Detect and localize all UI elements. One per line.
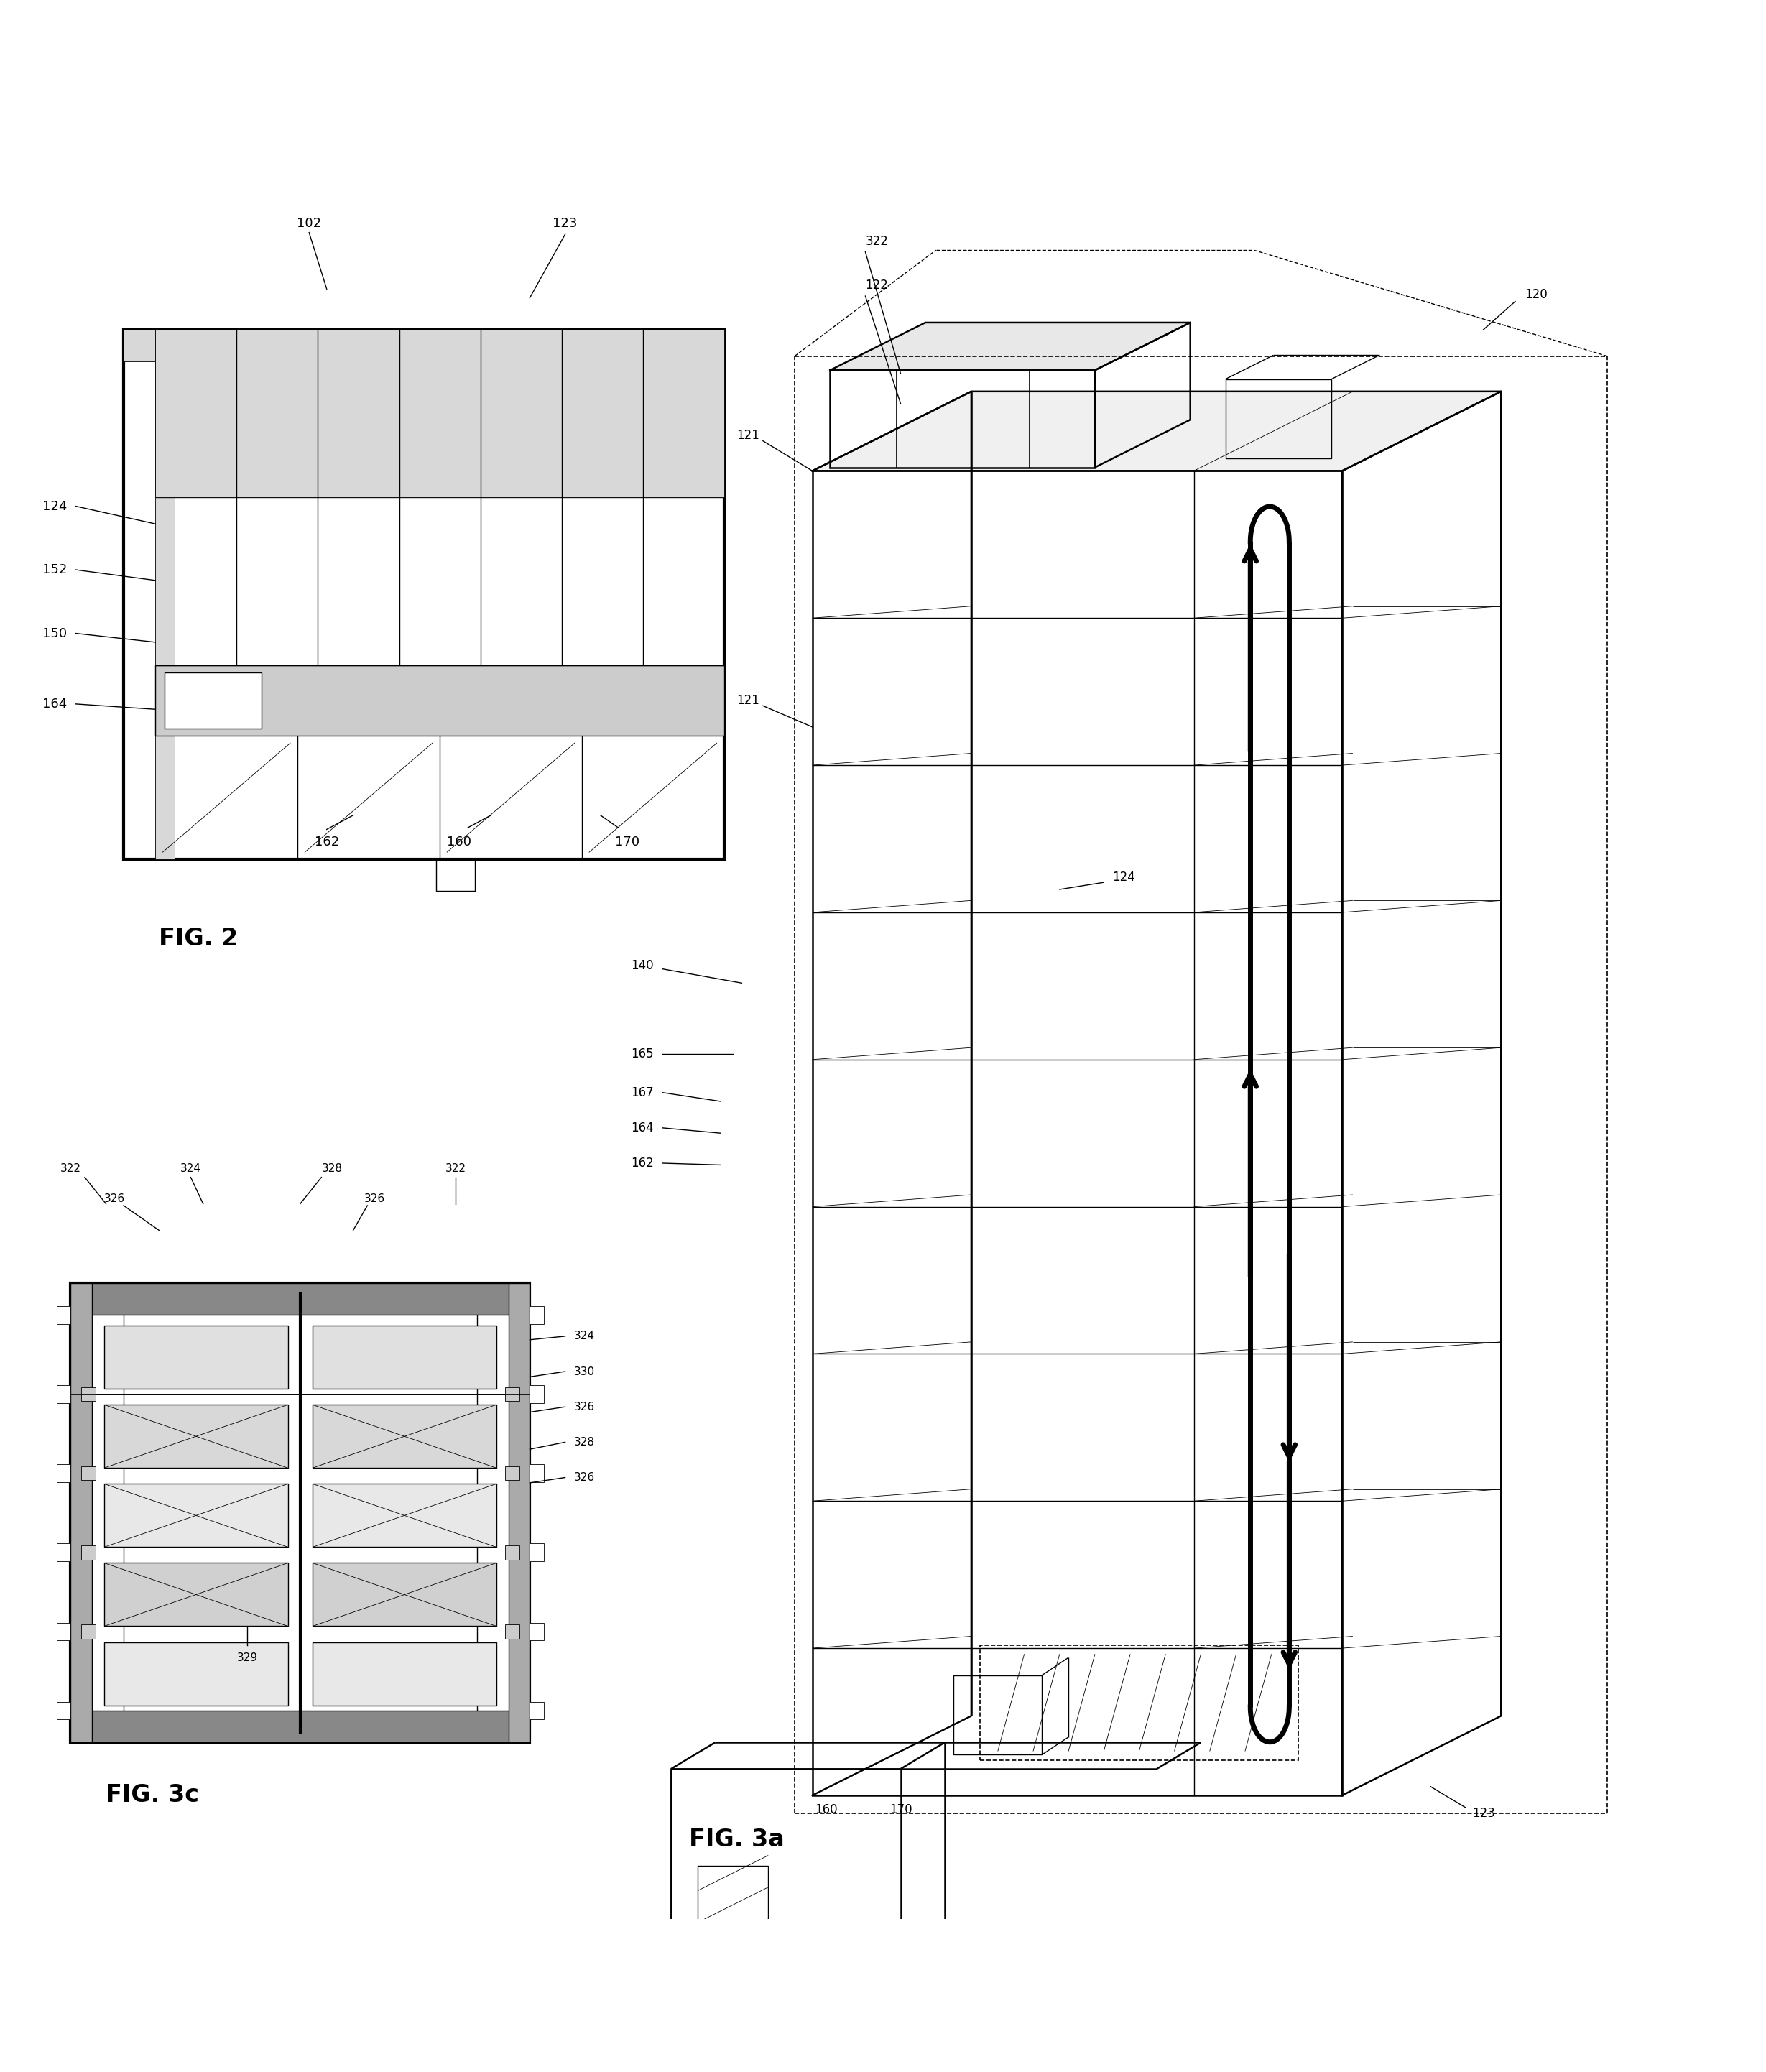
- Text: 170: 170: [890, 1803, 911, 1815]
- Bar: [57, 1701, 71, 1720]
- Text: 322: 322: [865, 234, 888, 249]
- Bar: [505, 1546, 519, 1560]
- Text: 121: 121: [736, 694, 759, 707]
- Text: 152: 152: [42, 564, 67, 576]
- Text: 160: 160: [816, 1803, 837, 1815]
- Text: 170: 170: [615, 835, 639, 847]
- Text: 322: 322: [60, 1162, 81, 1175]
- Text: 121: 121: [736, 429, 759, 441]
- Bar: [954, 1676, 1042, 1755]
- Text: 326: 326: [104, 1193, 125, 1204]
- Text: 167: 167: [630, 1086, 653, 1098]
- Bar: [81, 1624, 95, 1639]
- Bar: [164, 671, 261, 729]
- Text: 140: 140: [630, 959, 653, 972]
- Bar: [57, 1386, 71, 1403]
- Bar: [57, 1465, 71, 1481]
- Bar: [812, 470, 1342, 1794]
- Bar: [155, 329, 175, 860]
- Bar: [980, 1645, 1298, 1759]
- Text: 164: 164: [42, 698, 67, 711]
- Text: 162: 162: [630, 1156, 653, 1169]
- Bar: [155, 329, 724, 497]
- Polygon shape: [812, 392, 1501, 470]
- Text: 165: 165: [630, 1046, 653, 1061]
- Text: 164: 164: [630, 1121, 653, 1133]
- Text: 329: 329: [237, 1651, 258, 1664]
- Bar: [505, 1467, 519, 1479]
- Text: 324: 324: [574, 1330, 595, 1341]
- Text: 330: 330: [574, 1365, 595, 1378]
- Bar: [530, 1386, 544, 1403]
- Bar: [830, 371, 1095, 468]
- Bar: [124, 329, 724, 361]
- Text: 324: 324: [180, 1162, 201, 1175]
- Bar: [1226, 379, 1332, 458]
- Bar: [313, 1484, 496, 1548]
- Bar: [81, 1546, 95, 1560]
- Bar: [530, 1701, 544, 1720]
- Polygon shape: [830, 323, 1190, 371]
- Bar: [57, 1544, 71, 1560]
- Text: 326: 326: [364, 1193, 385, 1204]
- Bar: [57, 1305, 71, 1324]
- Bar: [81, 1386, 95, 1401]
- Text: FIG. 2: FIG. 2: [159, 926, 238, 951]
- Text: 120: 120: [1526, 288, 1547, 300]
- Bar: [505, 1624, 519, 1639]
- Text: 124: 124: [42, 499, 67, 512]
- Text: FIG. 3a: FIG. 3a: [689, 1828, 784, 1852]
- Text: 124: 124: [1113, 870, 1136, 883]
- Text: 326: 326: [574, 1401, 595, 1413]
- Bar: [313, 1326, 496, 1388]
- Text: FIG. 3c: FIG. 3c: [106, 1784, 200, 1807]
- Bar: [530, 1544, 544, 1560]
- Bar: [81, 1467, 95, 1479]
- Bar: [436, 860, 475, 891]
- Bar: [71, 1711, 530, 1743]
- Text: 328: 328: [321, 1162, 343, 1175]
- Bar: [313, 1643, 496, 1705]
- Bar: [698, 1867, 768, 1954]
- Bar: [71, 1283, 530, 1743]
- Bar: [505, 1386, 519, 1401]
- Bar: [530, 1622, 544, 1641]
- Bar: [530, 1305, 544, 1324]
- Bar: [671, 1769, 901, 2016]
- Bar: [57, 1622, 71, 1641]
- Text: 162: 162: [314, 835, 339, 847]
- Text: 123: 123: [553, 218, 577, 230]
- Bar: [104, 1643, 288, 1705]
- Bar: [530, 1465, 544, 1481]
- Bar: [313, 1405, 496, 1467]
- Bar: [71, 1283, 530, 1316]
- Bar: [155, 665, 724, 736]
- Text: 326: 326: [574, 1471, 595, 1484]
- Text: 328: 328: [574, 1436, 595, 1448]
- Bar: [124, 329, 724, 860]
- Bar: [313, 1562, 496, 1627]
- Text: 123: 123: [1473, 1807, 1494, 1819]
- Text: 122: 122: [865, 280, 888, 292]
- Text: 322: 322: [445, 1162, 466, 1175]
- Bar: [104, 1562, 288, 1627]
- Bar: [104, 1405, 288, 1467]
- Bar: [104, 1484, 288, 1548]
- Bar: [509, 1283, 530, 1743]
- Bar: [71, 1283, 92, 1743]
- Bar: [104, 1326, 288, 1388]
- Text: 150: 150: [42, 628, 67, 640]
- Text: 102: 102: [297, 218, 321, 230]
- Text: 160: 160: [447, 835, 472, 847]
